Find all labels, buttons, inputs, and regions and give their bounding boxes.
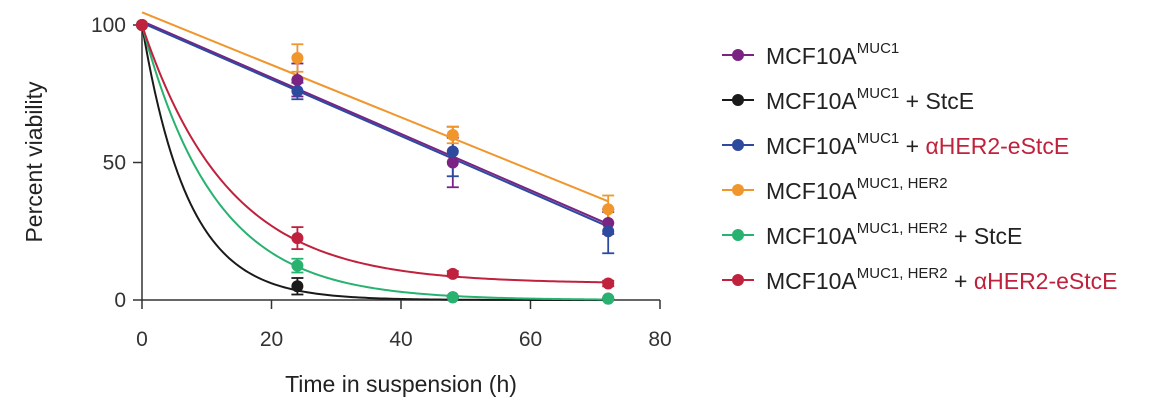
fit-curve-2 [141, 24, 609, 301]
axes: 0 20 40 60 80 0 50 100 [91, 14, 672, 351]
data-points [136, 19, 615, 305]
x-tick-label: 80 [648, 328, 671, 351]
fit-curve-5 [141, 24, 609, 301]
y-tick-label: 100 [91, 14, 126, 37]
fit-curve-4 [141, 11, 609, 203]
x-tick-label: 40 [389, 328, 412, 351]
x-tick-label: 20 [260, 328, 283, 351]
data-point-5 [291, 259, 304, 272]
data-point-5 [446, 291, 459, 304]
data-point-6 [602, 277, 615, 290]
legend-marker-3 [732, 139, 744, 151]
data-point-5 [602, 292, 615, 305]
fit-curve-1 [141, 20, 609, 226]
x-axis-title: Time in suspension (h) [285, 371, 517, 397]
data-point-6 [136, 19, 148, 31]
y-tick-label: 0 [114, 289, 126, 312]
data-point-4 [602, 203, 615, 216]
legend-label-4: MCF10AMUC1, HER2 [766, 175, 948, 204]
fit-curve-6 [141, 24, 609, 284]
data-point-4 [291, 52, 304, 64]
legend-marker-4 [732, 184, 744, 196]
data-point-6 [446, 267, 459, 280]
data-point-3 [291, 85, 304, 97]
legend-marker-1 [732, 49, 744, 61]
y-axis-title: Percent viability [21, 81, 47, 243]
legend-label-3: MCF10AMUC1 + αHER2-eStcE [766, 130, 1069, 159]
data-point-1 [602, 217, 615, 229]
legend: MCF10AMUC1 MCF10AMUC1 + StcE MCF10AMUC1 + … [722, 40, 1118, 294]
data-point-1 [291, 74, 304, 86]
data-point-3 [602, 225, 615, 238]
fit-curves [141, 11, 609, 301]
legend-label-2: MCF10AMUC1 + StcE [766, 85, 974, 114]
legend-label-1: MCF10AMUC1 [766, 40, 899, 69]
legend-label-6: MCF10AMUC1, HER2 + αHER2-eStcE [766, 265, 1118, 294]
data-point-4 [446, 129, 459, 141]
data-point-3 [446, 145, 459, 158]
data-point-2 [291, 280, 304, 293]
data-point-6 [291, 232, 304, 245]
legend-marker-2 [732, 94, 744, 106]
y-tick-label: 50 [103, 152, 126, 175]
x-tick-label: 0 [136, 328, 148, 351]
fit-curve-3 [141, 21, 609, 228]
legend-marker-5 [732, 229, 744, 241]
legend-label-5: MCF10AMUC1, HER2 + StcE [766, 220, 1022, 249]
data-point-1 [446, 156, 459, 169]
legend-marker-6 [732, 274, 744, 286]
x-tick-label: 60 [519, 328, 542, 351]
